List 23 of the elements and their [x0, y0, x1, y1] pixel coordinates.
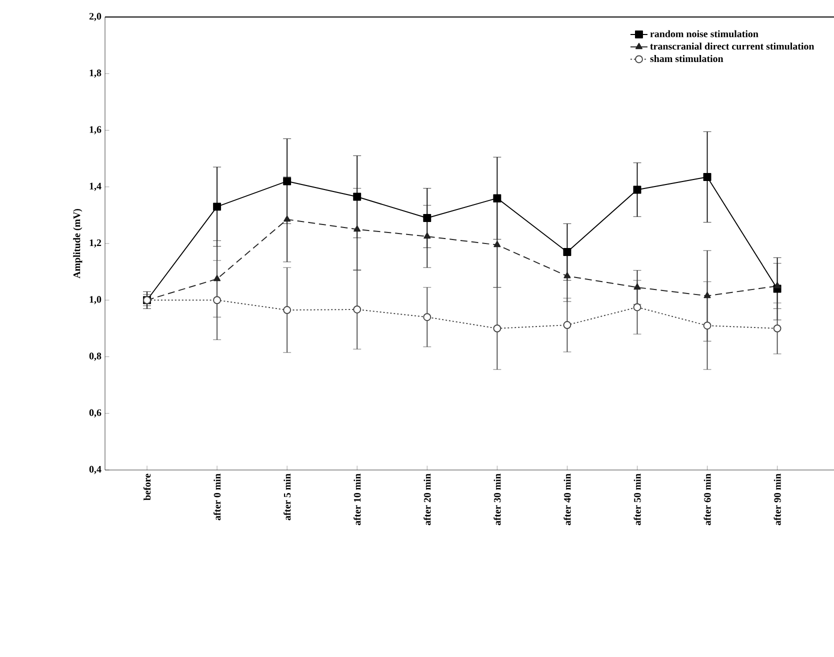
- x-tick-label: after 20 min: [424, 474, 431, 526]
- x-tick-label: after 60 min: [704, 474, 711, 526]
- y-tick-label: 0,4: [89, 466, 102, 474]
- x-tick-label: after 10 min: [354, 474, 361, 526]
- legend-label: random noise stimulation: [650, 30, 758, 38]
- x-tick-label: before: [143, 474, 151, 500]
- y-axis-title: Amplitude (mV): [73, 208, 82, 278]
- x-tick-label: after 40 min: [564, 474, 571, 526]
- x-tick-label: after 30 min: [494, 474, 501, 526]
- x-tick-label: after 0 min: [213, 474, 221, 520]
- legend-label: sham stimulation: [650, 55, 724, 62]
- y-tick-label: 1,2: [90, 239, 102, 248]
- y-tick-label: 0,8: [89, 352, 102, 361]
- x-tick-label: after 50 min: [634, 474, 641, 526]
- x-tick-label: after 90 min: [774, 474, 781, 526]
- y-tick-label: 1,0: [90, 296, 102, 304]
- y-tick-label: 1,4: [90, 182, 102, 191]
- x-tick-label: after 5 min: [284, 474, 291, 520]
- legend-label: transcranial direct current stimulation: [650, 42, 814, 50]
- y-tick-label: 2,0: [89, 12, 102, 22]
- y-tick-label: 1,8: [90, 70, 102, 78]
- y-tick-label: 1,6: [90, 126, 102, 134]
- y-tick-label: 0,6: [89, 409, 102, 418]
